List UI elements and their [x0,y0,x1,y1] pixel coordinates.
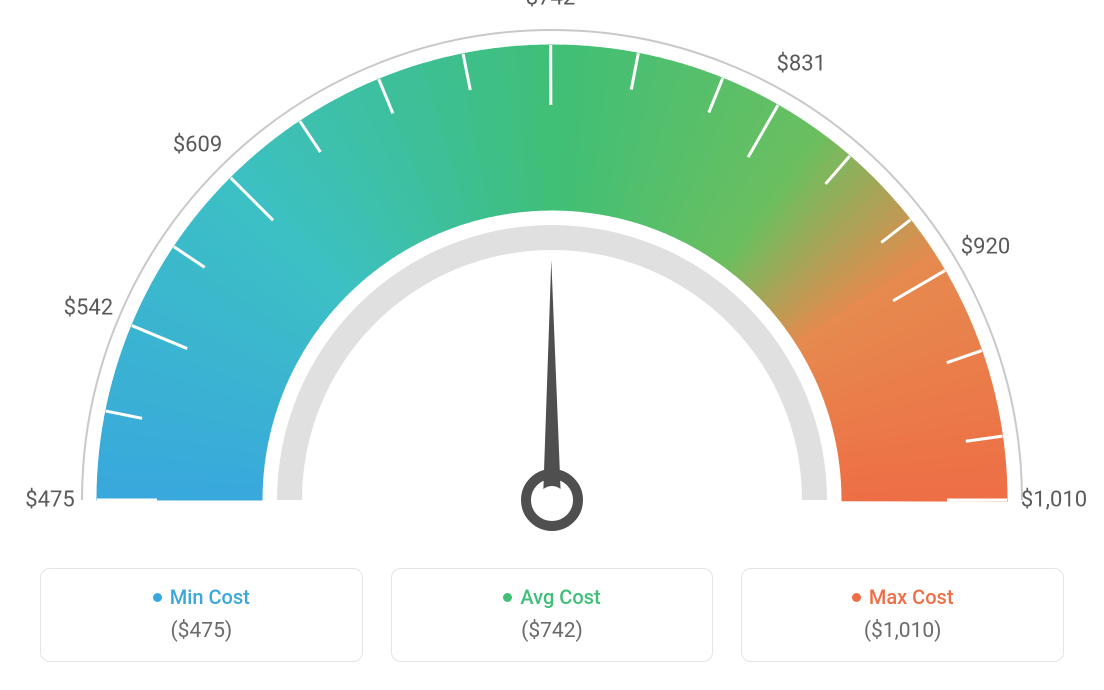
gauge-tick-label: $1,010 [1021,488,1087,513]
legend-dot-min [153,593,162,602]
legend-title-avg: Avg Cost [503,585,600,609]
gauge-tick-label: $542 [64,295,113,320]
legend-value-min: ($475) [51,619,352,643]
legend-title-max: Max Cost [852,585,954,609]
gauge-tick-label: $831 [777,52,826,77]
legend-title-min: Min Cost [153,585,250,609]
legend-row: Min Cost ($475) Avg Cost ($742) Max Cost… [40,568,1064,662]
legend-label-min: Min Cost [170,585,250,609]
gauge-chart: $475 $542 $609 $742 $831 $920 $1,010 [0,0,1104,560]
gauge-tick-label: $475 [25,488,74,513]
gauge-tick-label: $609 [173,132,222,157]
legend-value-avg: ($742) [402,619,703,643]
legend-label-avg: Avg Cost [520,585,600,609]
gauge-tick-label: $742 [526,0,575,11]
legend-dot-avg [503,593,512,602]
legend-card-min: Min Cost ($475) [40,568,363,662]
legend-card-avg: Avg Cost ($742) [391,568,714,662]
legend-value-max: ($1,010) [752,619,1053,643]
legend-label-max: Max Cost [869,585,954,609]
legend-dot-max [852,593,861,602]
gauge-svg [0,0,1104,560]
legend-card-max: Max Cost ($1,010) [741,568,1064,662]
gauge-tick-label: $920 [961,234,1010,259]
